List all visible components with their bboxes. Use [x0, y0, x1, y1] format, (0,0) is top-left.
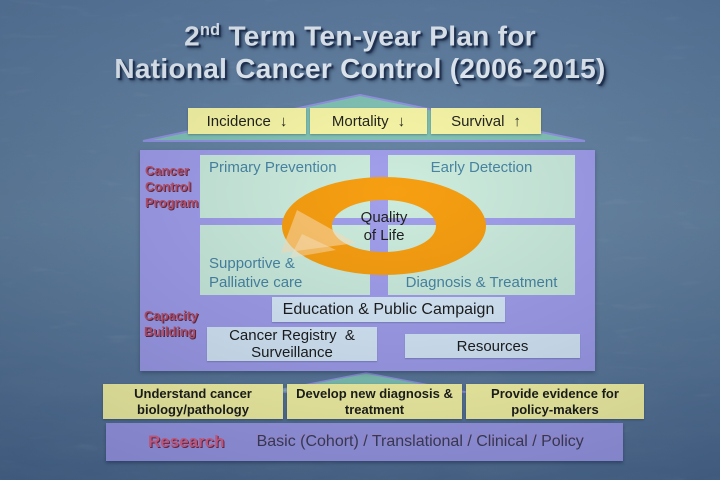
- quality-of-life-label: Quality of Life: [360, 209, 408, 244]
- cancer-control-program-label: Cancer Control Program: [145, 163, 199, 210]
- slide-title: 2nd Term Ten-year Plan for National Canc…: [0, 14, 720, 85]
- outcome-label: Mortality: [331, 112, 389, 130]
- capacity-building-label: Capacity Building: [144, 308, 199, 339]
- research-box-provide-evidence: Provide evidence for policy-makers: [466, 384, 644, 419]
- outcome-box-mortality: Mortality ↓: [310, 108, 427, 134]
- quadrant-label: Early Detection: [430, 159, 533, 176]
- down-arrow-icon: ↓: [397, 112, 406, 130]
- outcome-label: Survival: [451, 112, 505, 130]
- research-bar: Research Basic (Cohort) / Translational …: [106, 423, 623, 461]
- outcome-box-survival: Survival ↑: [431, 108, 541, 134]
- quadrant-label: Primary Prevention: [209, 159, 337, 176]
- resources-box: Resources: [405, 334, 580, 358]
- quadrant-label: Supportive & Palliative care: [209, 255, 303, 291]
- title-line-2: National Cancer Control (2006-2015): [114, 53, 606, 85]
- research-box-understand-cancer: Understand cancer biology/pathology: [103, 384, 283, 419]
- down-arrow-icon: ↓: [279, 112, 288, 130]
- outcome-box-incidence: Incidence ↓: [188, 108, 306, 134]
- cancer-control-panel: Cancer Control Program Capacity Building…: [140, 150, 595, 371]
- quadrant-label: Diagnosis & Treatment: [405, 274, 558, 291]
- outcome-label: Incidence: [206, 112, 271, 130]
- up-arrow-icon: ↑: [513, 112, 521, 130]
- research-items: Basic (Cohort) / Translational / Clinica…: [256, 433, 584, 450]
- education-public-campaign-box: Education & Public Campaign: [272, 297, 505, 322]
- cancer-registry-surveillance-box: Cancer Registry & Surveillance: [207, 327, 377, 361]
- title-superscript: nd: [199, 21, 221, 39]
- title-line-1: 2nd Term Ten-year Plan for: [184, 20, 536, 52]
- research-label: Research: [148, 432, 225, 451]
- research-box-develop-diagnosis: Develop new diagnosis & treatment: [287, 384, 462, 419]
